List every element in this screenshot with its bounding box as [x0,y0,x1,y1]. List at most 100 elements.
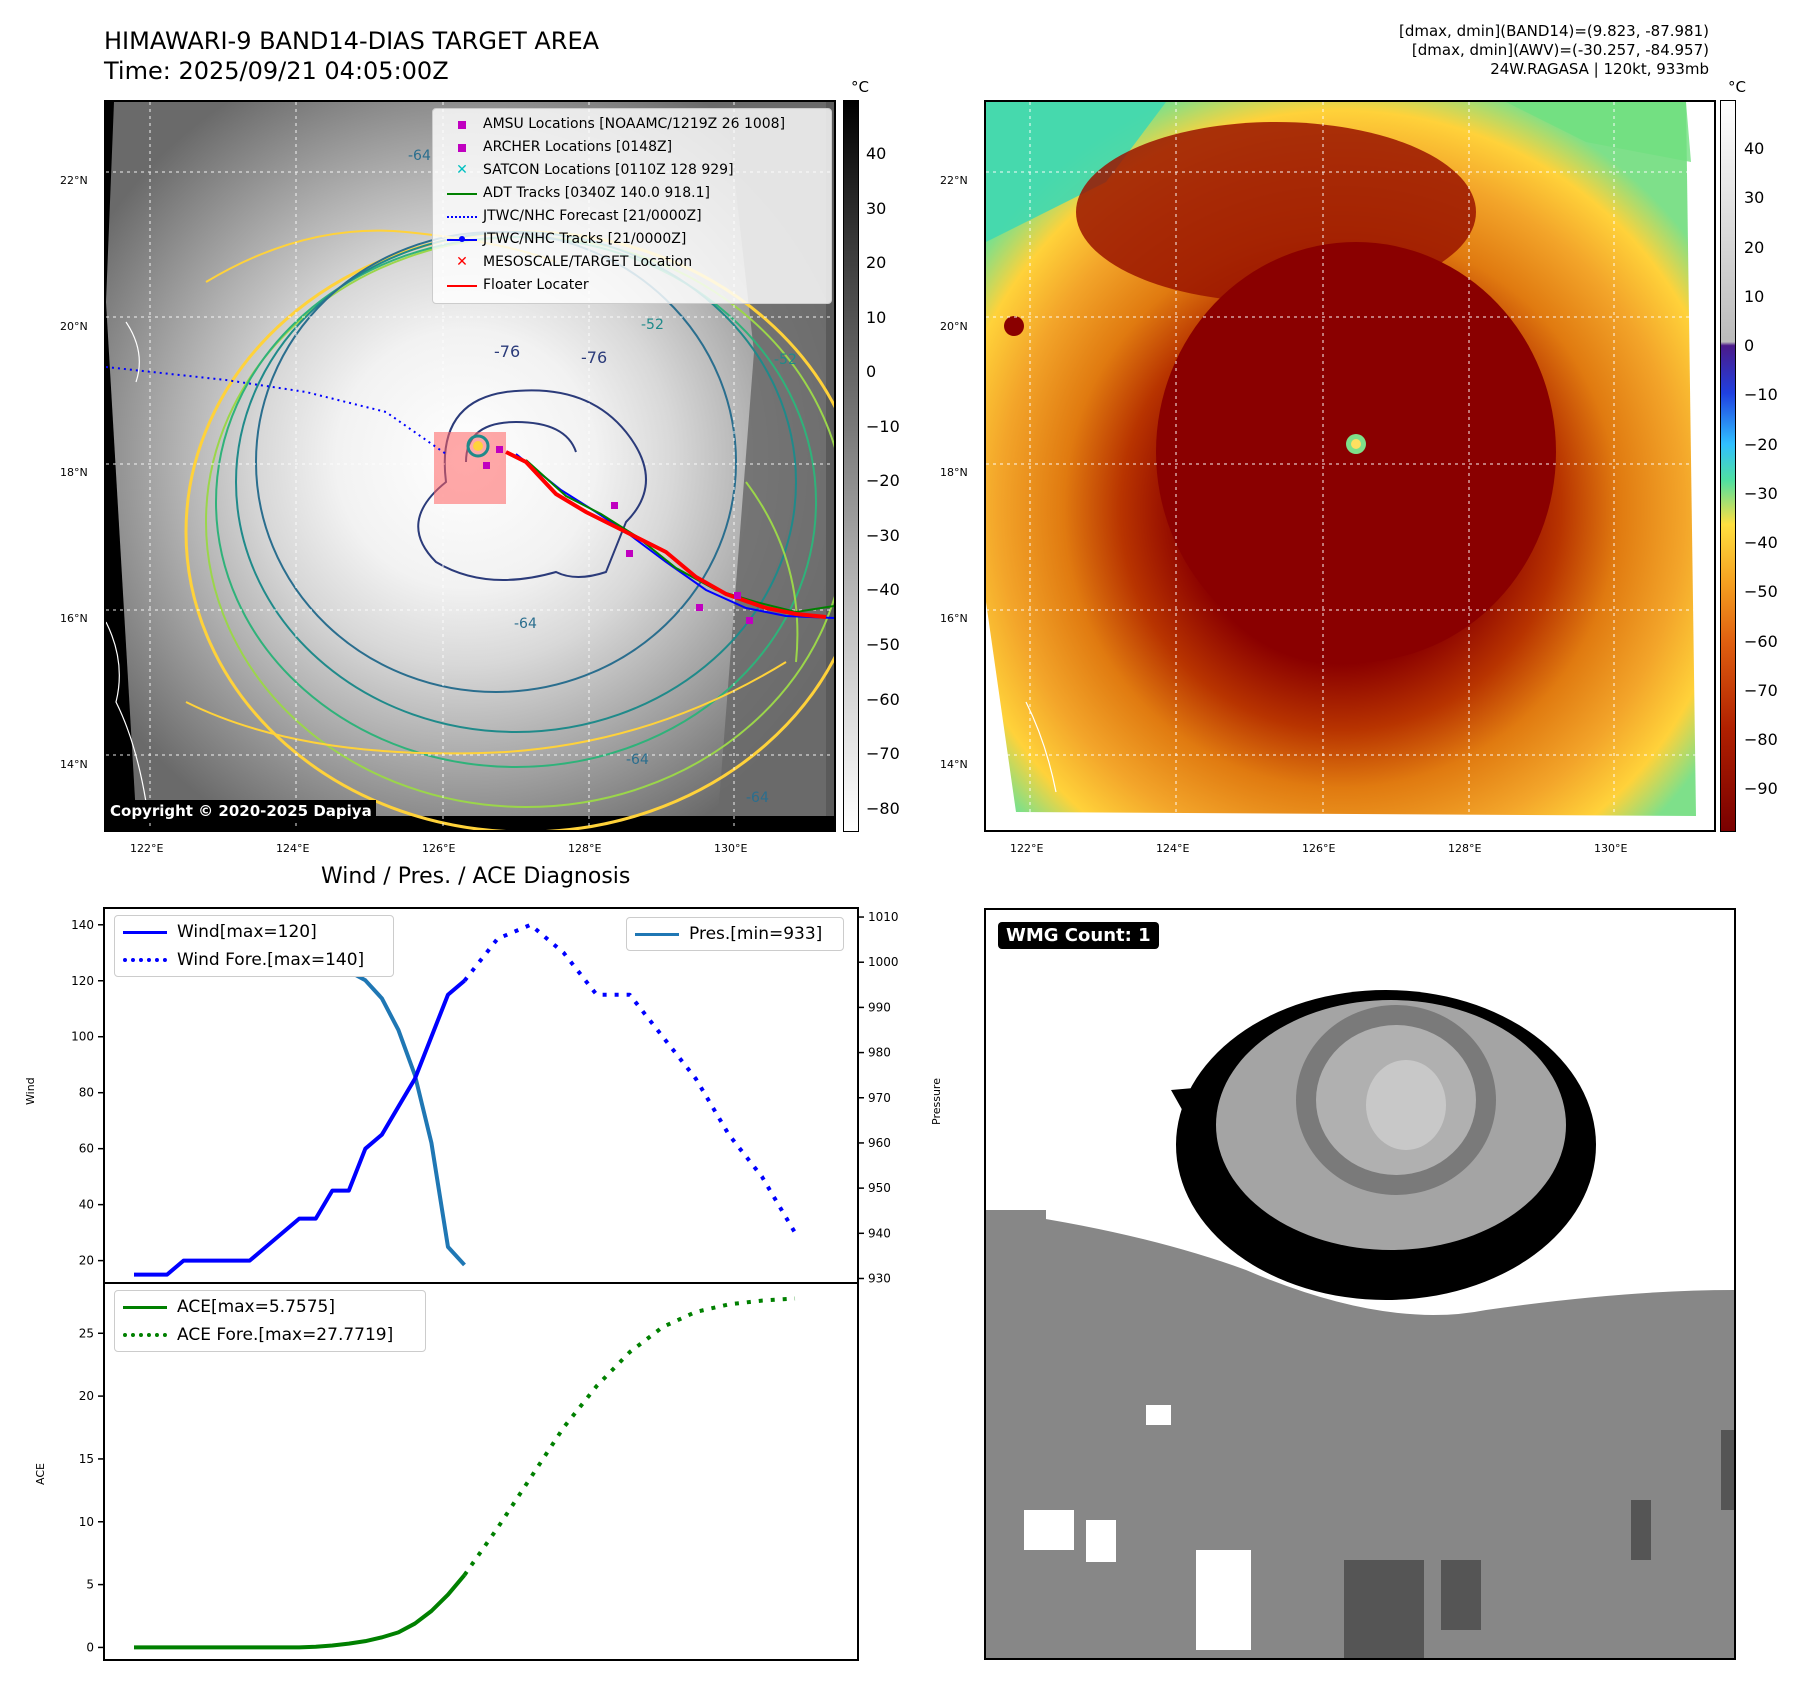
colorbar-tick-label: −70 [1744,680,1778,700]
ace-series-line [134,1573,467,1650]
right-colorbar [1720,100,1736,832]
lat-label: 16°N [60,612,88,625]
colorbar-tick-label: 20 [866,253,887,273]
line-dot-icon [441,235,483,242]
square-marker-icon [441,120,483,129]
copyright-label: Copyright © 2020-2025 Dapiya [106,800,376,822]
legend-item: ARCHER Locations [0148Z] [441,136,823,159]
legend-label: JTWC/NHC Tracks [21/0000Z] [483,231,687,247]
pressure-tick-label: 990 [868,1000,891,1014]
colorbar-tick-label: −30 [866,525,900,545]
ace-tick-label: 15 [79,1452,94,1466]
lon-label: 124°E [1156,842,1190,855]
legend-label: Floater Locater [483,277,589,293]
wind-tick-label: 60 [79,1142,94,1156]
lat-label: 18°N [60,466,88,479]
colorbar-tick-label: 0 [1744,336,1755,356]
solid-line-icon [123,930,167,934]
colorbar-tick-label: −10 [866,416,900,436]
contour-label: -52 [641,317,664,333]
pressure-tick-label: 980 [868,1046,891,1060]
legend-label: AMSU Locations [NOAAMC/1219Z 26 1008] [483,116,786,132]
colorbar-tick-label: −70 [866,744,900,764]
lon-label: 130°E [714,842,748,855]
contour-label: -64 [514,616,537,632]
colorbar-tick-label: −20 [1744,434,1778,454]
lat-label: 20°N [940,320,968,333]
band14-range-text: [dmax, dmin](BAND14)=(9.823, -87.981) [1398,22,1709,40]
legend-item: JTWC/NHC Forecast [21/0000Z] [441,205,823,228]
colorbar-tick-label: 30 [866,198,887,218]
mesoscale-target-box [434,432,506,504]
contour-label: -76 [581,348,608,367]
legend-item: Pres.[min=933] [635,920,835,948]
dotted-line-icon [123,1333,167,1337]
wind-tick-label: 140 [71,918,94,932]
chart-title: Wind / Pres. / ACE Diagnosis [321,864,631,889]
wind-legend: Wind[max=120] Wind Fore.[max=140] [114,915,394,977]
colorbar-tick-label: −20 [866,471,900,491]
ace-tick-label: 25 [79,1326,94,1340]
colorbar-tick-label: 10 [866,307,887,327]
colorbar-tick-label: −60 [866,689,900,709]
left-colorbar [843,100,859,832]
colorbar-tick-label: 20 [1744,237,1765,257]
solid-line-icon [635,932,679,936]
line-icon [441,284,483,287]
lon-label: 130°E [1594,842,1628,855]
ace-legend: ACE[max=5.7575] ACE Fore.[max=27.7719] [114,1290,426,1352]
ace-tick-label: 0 [86,1640,94,1654]
floater-track [505,450,827,619]
x-marker-icon: ✕ [456,254,468,270]
legend-item: ACE Fore.[max=27.7719] [123,1321,417,1349]
lon-label: 124°E [276,842,310,855]
pressure-legend: Pres.[min=933] [626,917,844,951]
lat-label: 22°N [940,174,968,187]
wmg-count-badge: WMG Count: 1 [998,922,1159,949]
lat-label: 20°N [60,320,88,333]
left-ir-map: -76 -76 -64 -64 -64 -64 -52 -52 AMSU Loc… [104,100,836,832]
legend-item: Floater Locater [441,274,823,297]
legend-label: ACE[max=5.7575] [177,1297,335,1317]
line-icon [441,192,483,195]
contour-label: -64 [408,148,431,164]
square-marker-icon [441,143,483,152]
colorbar-tick-label: −40 [866,580,900,600]
legend-label: Wind[max=120] [177,922,317,942]
storm-info-text: 24W.RAGASA | 120kt, 933mb [1490,60,1709,78]
lon-label: 128°E [568,842,602,855]
wind-forecast-series-line [462,922,797,1234]
pressure-tick-label: 1000 [868,955,899,969]
lon-label: 126°E [1302,842,1336,855]
legend-label: JTWC/NHC Forecast [21/0000Z] [483,208,702,224]
lat-label: 14°N [940,758,968,771]
ace-tick-label: 5 [86,1578,94,1592]
lat-label: 14°N [60,758,88,771]
ace-axis-label: ACE [34,1463,47,1485]
colorbar-tick-label: 0 [866,362,877,382]
contour-label: -64 [626,752,649,768]
contour-label: -76 [494,342,521,361]
right-enhanced-map [984,100,1716,832]
legend-label: MESOSCALE/TARGET Location [483,254,693,270]
lat-label: 18°N [940,466,968,479]
colorbar-tick-label: −80 [866,798,900,818]
right-map-imagery [986,102,1714,830]
figure-title-line2: Time: 2025/09/21 04:05:00Z [104,57,449,85]
legend-item: ACE[max=5.7575] [123,1293,417,1321]
colorbar-tick-label: 30 [1744,188,1765,208]
legend-item: Wind Fore.[max=140] [123,946,385,974]
pressure-tick-label: 970 [868,1091,891,1105]
legend-item: AMSU Locations [NOAAMC/1219Z 26 1008] [441,113,823,136]
wind-tick-label: 100 [71,1030,94,1044]
jtwc-observed-track [515,453,834,619]
awv-range-text: [dmax, dmin](AWV)=(-30.257, -84.957) [1411,41,1709,59]
pressure-tick-label: 1010 [868,910,899,924]
legend-label: ADT Tracks [0340Z 140.0 918.1] [483,185,710,201]
solid-line-icon [123,1305,167,1309]
colorbar-tick-label: −50 [866,634,900,654]
pressure-axis-label: Pressure [930,1078,943,1125]
wind-series-line [134,979,466,1277]
pressure-tick-label: 950 [868,1181,891,1195]
